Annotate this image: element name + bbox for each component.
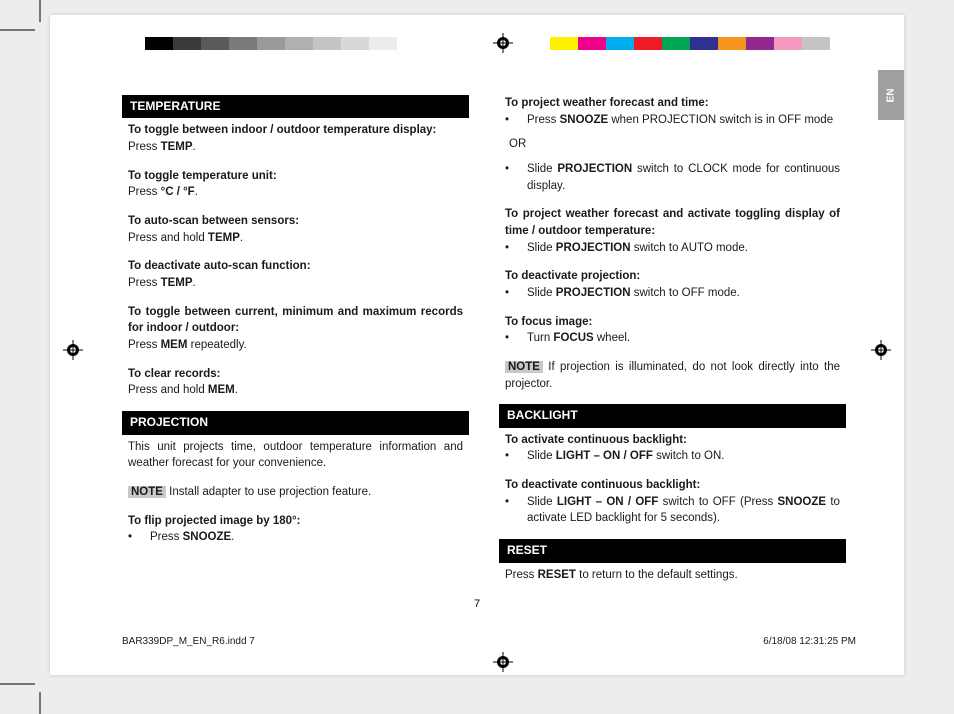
- instruction-title: To toggle between indoor / outdoor tempe…: [128, 122, 463, 139]
- or-text: OR: [509, 136, 840, 153]
- backlight-off-bullet: • Slide LIGHT – ON / OFF switch to OFF (…: [505, 494, 840, 527]
- registration-mark-icon: [871, 340, 891, 360]
- projection-note: NOTE Install adapter to use projection f…: [128, 484, 463, 501]
- section-header-temperature: TEMPERATURE: [122, 95, 469, 118]
- color-swatch: [606, 37, 634, 50]
- color-swatch: [802, 37, 830, 50]
- registration-mark-icon: [493, 652, 513, 672]
- color-swatch: [746, 37, 774, 50]
- color-swatch: [145, 37, 173, 50]
- instruction-block: To toggle between indoor / outdoor tempe…: [128, 122, 463, 155]
- reset-text: Press RESET to return to the default set…: [505, 567, 840, 584]
- color-swatch: [229, 37, 257, 50]
- instruction-title: To toggle between current, minimum and m…: [128, 304, 463, 337]
- backlight-on-bullet: • Slide LIGHT – ON / OFF switch to ON.: [505, 448, 840, 465]
- color-swatch: [201, 37, 229, 50]
- color-swatch: [690, 37, 718, 50]
- instruction-body: Press TEMP.: [128, 139, 463, 156]
- backlight-off-title: To deactivate continuous backlight:: [505, 477, 840, 494]
- color-swatch: [369, 37, 397, 50]
- instruction-title: To toggle temperature unit:: [128, 168, 463, 185]
- projection-note-warning: NOTE If projection is illuminated, do no…: [505, 359, 840, 392]
- proj-weather-bullet: • Press SNOOZE when PROJECTION switch is…: [505, 112, 840, 129]
- print-color-bars-right: [550, 37, 830, 50]
- language-tab: EN: [878, 70, 904, 120]
- proj-auto-bullet: • Slide PROJECTION switch to AUTO mode.: [505, 240, 840, 257]
- manual-page: EN TEMPERATURE To toggle between indoor …: [50, 15, 904, 675]
- flip-bullet: • Press SNOOZE.: [128, 529, 463, 546]
- page-number: 7: [50, 598, 904, 610]
- color-swatch: [257, 37, 285, 50]
- registration-mark-icon: [493, 33, 513, 53]
- footer-filename: BAR339DP_M_EN_R6.indd 7: [122, 636, 255, 647]
- color-swatch: [173, 37, 201, 50]
- registration-mark-icon: [63, 340, 83, 360]
- proj-off-bullet: • Slide PROJECTION switch to OFF mode.: [505, 285, 840, 302]
- color-swatch: [285, 37, 313, 50]
- footer: BAR339DP_M_EN_R6.indd 7 6/18/08 12:31:25…: [122, 636, 856, 647]
- content-area: TEMPERATURE To toggle between indoor / o…: [122, 95, 846, 635]
- proj-toggle-title: To project weather forecast and activate…: [505, 206, 840, 239]
- instruction-title: To clear records:: [128, 366, 463, 383]
- section-header-reset: RESET: [499, 539, 846, 562]
- proj-clock-bullet: • Slide PROJECTION switch to CLOCK mode …: [505, 161, 840, 194]
- flip-title: To flip projected image by 180°:: [128, 513, 463, 530]
- instruction-block: To auto-scan between sensors:Press and h…: [128, 213, 463, 246]
- instruction-block: To toggle temperature unit:Press °C / °F…: [128, 168, 463, 201]
- instruction-block: To clear records:Press and hold MEM.: [128, 366, 463, 399]
- color-swatch: [397, 37, 425, 50]
- color-swatch: [578, 37, 606, 50]
- section-header-projection: PROJECTION: [122, 411, 469, 434]
- instruction-body: Press and hold MEM.: [128, 382, 463, 399]
- instruction-block: To deactivate auto-scan function:Press T…: [128, 258, 463, 291]
- instruction-body: Press MEM repeatedly.: [128, 337, 463, 354]
- focus-title: To focus image:: [505, 314, 840, 331]
- color-swatch: [313, 37, 341, 50]
- color-swatch: [718, 37, 746, 50]
- section-header-backlight: BACKLIGHT: [499, 404, 846, 427]
- focus-bullet: • Turn FOCUS wheel.: [505, 330, 840, 347]
- instruction-body: Press and hold TEMP.: [128, 230, 463, 247]
- color-swatch: [774, 37, 802, 50]
- projection-intro: This unit projects time, outdoor tempera…: [128, 439, 463, 472]
- instruction-block: To toggle between current, minimum and m…: [128, 304, 463, 354]
- color-swatch: [634, 37, 662, 50]
- instruction-body: Press °C / °F.: [128, 184, 463, 201]
- instruction-title: To deactivate auto-scan function:: [128, 258, 463, 275]
- color-swatch: [550, 37, 578, 50]
- left-column: TEMPERATURE To toggle between indoor / o…: [122, 95, 469, 635]
- backlight-on-title: To activate continuous backlight:: [505, 432, 840, 449]
- print-color-bars-left: [145, 37, 425, 50]
- proj-deactivate-title: To deactivate projection:: [505, 268, 840, 285]
- proj-weather-title: To project weather forecast and time:: [505, 95, 840, 112]
- color-swatch: [341, 37, 369, 50]
- footer-timestamp: 6/18/08 12:31:25 PM: [763, 636, 856, 647]
- instruction-body: Press TEMP.: [128, 275, 463, 292]
- instruction-title: To auto-scan between sensors:: [128, 213, 463, 230]
- color-swatch: [662, 37, 690, 50]
- right-column: To project weather forecast and time: • …: [499, 95, 846, 635]
